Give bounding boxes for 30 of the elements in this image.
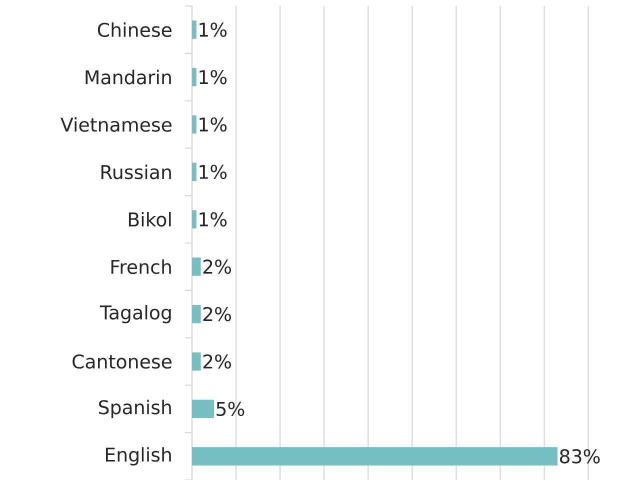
y-tick-label: French <box>111 259 171 274</box>
bar <box>192 400 214 418</box>
y-tick-label: Mandarin <box>86 70 171 84</box>
bar <box>192 352 201 371</box>
data-label: 1% <box>200 22 227 37</box>
data-label: 2% <box>203 306 231 322</box>
bar <box>192 304 201 324</box>
y-tick-label: Chinese <box>98 22 172 38</box>
bar <box>192 162 196 182</box>
bar <box>192 447 558 466</box>
data-label: 1% <box>200 117 227 132</box>
y-tick-label: Spanish <box>98 400 171 418</box>
data-label: 1% <box>200 212 227 226</box>
y-tick-label: Tagalog <box>100 304 171 324</box>
data-label: 1% <box>200 70 227 84</box>
y-tick-label: Vietnamese <box>60 117 172 132</box>
bar <box>192 20 196 39</box>
data-label: 1% <box>200 164 227 180</box>
bar <box>192 210 196 228</box>
y-tick-label: Bikol <box>128 212 171 227</box>
data-label: 5% <box>216 402 244 416</box>
bar <box>192 115 196 134</box>
bar <box>192 68 196 86</box>
y-tick-label: Cantonese <box>72 354 172 369</box>
data-label: 2% <box>203 260 231 274</box>
data-label: 2% <box>203 354 231 369</box>
y-tick-label: English <box>106 447 171 466</box>
data-label: 83% <box>560 449 600 464</box>
y-tick-label: Russian <box>101 164 171 180</box>
bar <box>192 258 201 276</box>
